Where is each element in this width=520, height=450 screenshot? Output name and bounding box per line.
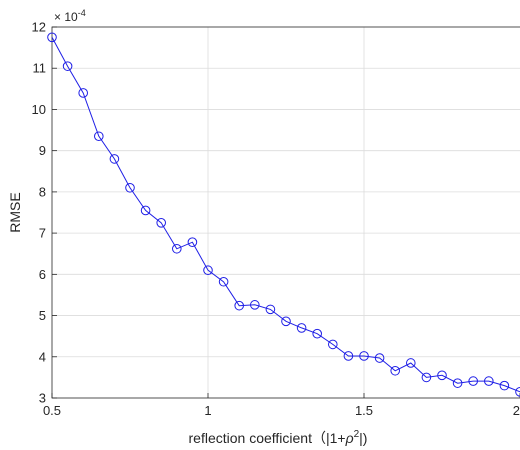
x-axis-label-close: |) — [359, 430, 367, 446]
series-line — [51, 37, 520, 393]
data-point-marker — [499, 380, 510, 391]
data-point-marker — [125, 182, 135, 193]
data-point-marker — [250, 300, 260, 310]
data-point-marker — [265, 304, 276, 315]
y-tick-label: 7 — [39, 226, 46, 241]
data-point-marker — [296, 323, 307, 333]
data-point-marker — [515, 387, 520, 397]
axis-ticks: 0.5 1 1.5 2 3 4 5 6 7 8 9 10 11 12 — [32, 20, 520, 418]
y-tick-label: 5 — [39, 308, 46, 323]
y-tick-label: 9 — [39, 143, 46, 158]
data-point-marker — [62, 61, 73, 71]
data-point-marker — [452, 378, 463, 388]
data-point-marker — [172, 243, 182, 254]
y-axis-label: RMSE — [7, 192, 23, 232]
x-tick-label: 0.5 — [43, 403, 61, 418]
data-point-marker — [94, 131, 104, 142]
data-point-marker — [406, 358, 416, 368]
x-tick-label: 1.5 — [355, 403, 373, 418]
data-point-marker — [328, 339, 338, 350]
y-tick-label: 6 — [39, 267, 46, 282]
data-point-marker — [218, 276, 229, 287]
y-tick-label: 11 — [33, 61, 47, 76]
data-point-marker — [374, 353, 385, 363]
data-point-marker — [484, 376, 494, 386]
data-point-marker — [437, 370, 447, 381]
data-point-marker — [140, 205, 151, 216]
data-point-marker — [109, 154, 120, 164]
y-tick-label: 4 — [39, 349, 46, 364]
data-point-marker — [468, 376, 479, 386]
y-axis-exponent-power: -4 — [78, 8, 86, 18]
y-tick-label: 12 — [32, 20, 46, 35]
data-point-marker — [234, 300, 244, 311]
y-axis-exponent-base: × 10 — [54, 10, 78, 24]
y-axis-exponent: × 10-4 — [54, 8, 86, 24]
x-axis-label-symbol: ρ — [345, 430, 354, 446]
data-point-marker — [390, 365, 401, 376]
grid-lines — [52, 27, 520, 398]
data-point-marker — [281, 316, 291, 327]
x-tick-label: 1 — [204, 403, 211, 418]
plot-area — [51, 26, 520, 399]
data-point-marker — [359, 351, 369, 361]
data-point-marker — [156, 218, 166, 228]
y-tick-label: 10 — [32, 102, 46, 117]
x-axis-label-text: reflection coefficient（|1+ — [189, 430, 346, 446]
y-tick-label: 8 — [39, 184, 46, 199]
x-tick-label: 2 — [513, 403, 520, 418]
data-point-marker — [47, 32, 57, 43]
data-point-marker — [78, 88, 88, 98]
x-axis-label-power: 2 — [354, 429, 360, 440]
data-point-marker — [187, 237, 198, 247]
data-point-marker — [312, 328, 323, 339]
x-axis-label: reflection coefficient（|1+ρ2|) — [189, 429, 368, 446]
data-point-marker — [343, 351, 354, 361]
y-tick-label: 3 — [39, 391, 46, 406]
data-point-marker — [203, 265, 213, 276]
data-point-marker — [421, 372, 432, 383]
series-line-group — [47, 32, 520, 397]
